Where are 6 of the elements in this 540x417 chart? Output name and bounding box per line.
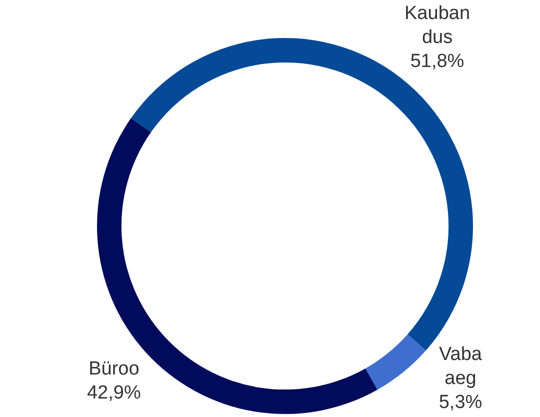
- slice-label: Kaubandus: [404, 3, 470, 48]
- data-label: 5,3%: [438, 392, 482, 414]
- slice-label: Büroo: [88, 358, 140, 380]
- data-label: 42,9%: [86, 382, 141, 404]
- data-label: 51,8%: [410, 51, 464, 72]
- slice-label: Vaba aeg: [439, 344, 482, 390]
